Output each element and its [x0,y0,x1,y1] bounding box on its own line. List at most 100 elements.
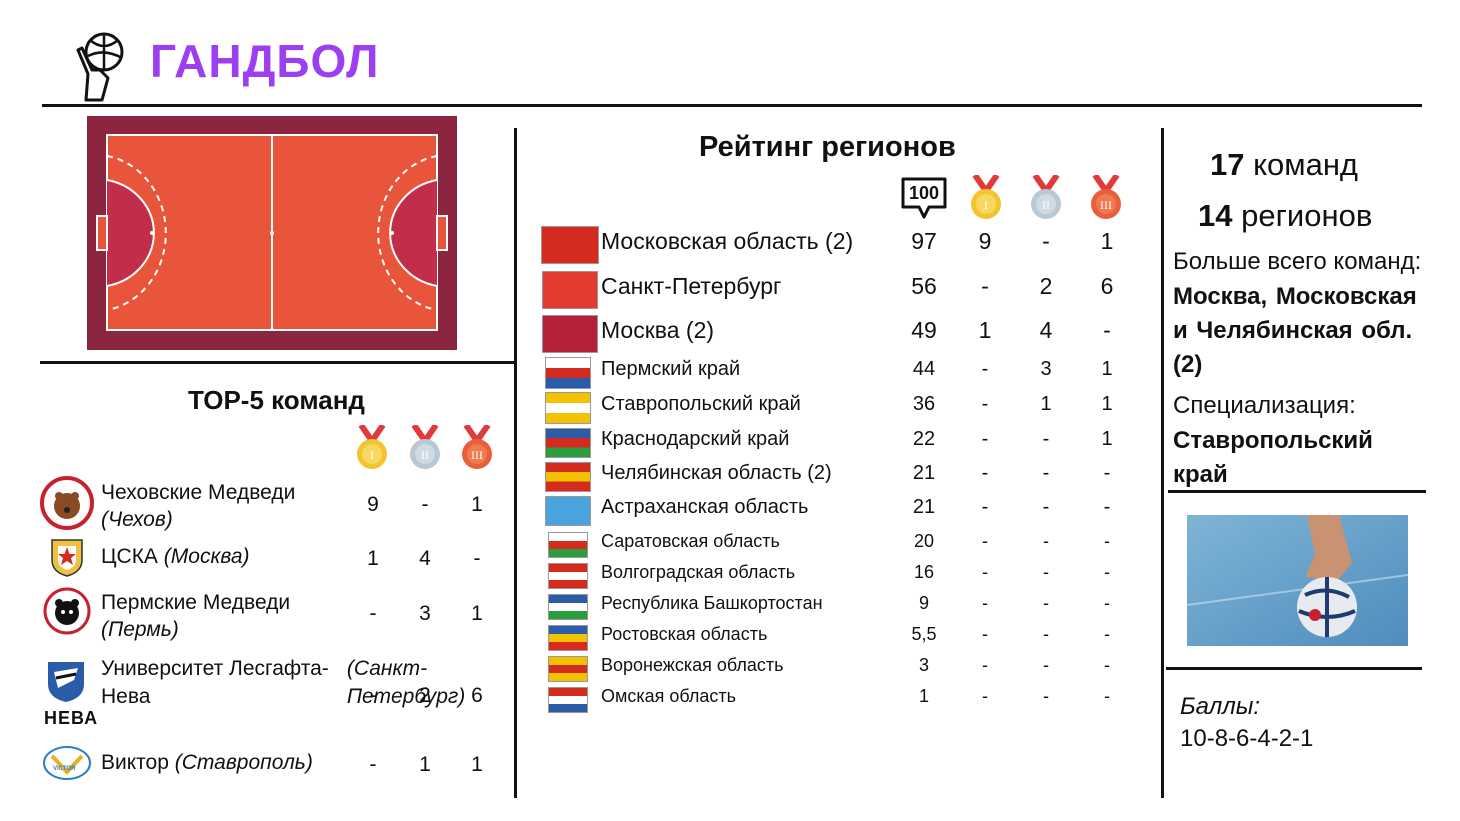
region-flag-icon [542,315,598,353]
gold-count: 1 [367,547,379,570]
region-points: 44 [912,358,936,380]
region-name: Воронежская область [601,655,784,676]
silver-count: - [1043,655,1049,676]
bronze-count: - [1103,496,1111,518]
svg-text:I: I [370,448,374,462]
bronze-count: 1 [471,493,483,516]
silver-count: 1 [1040,393,1052,415]
top5-title: ТОР-5 команд [188,385,365,415]
neva-logo: НЕВА [44,658,97,728]
team-name: ЦСКА [101,545,158,568]
svg-text:III: III [471,448,483,462]
team-name: Университет Лесгафта-Нева [101,657,329,708]
most-teams-label: Больше всего команд: [1173,248,1422,275]
gold-count: - [981,273,989,300]
bronze-count: 1 [1101,393,1113,415]
svg-text:II: II [421,448,429,462]
silver-count: 2 [419,684,431,707]
gold-count: - [982,593,988,614]
region-name: Краснодарский край [601,428,790,450]
silver-count: 3 [419,602,431,625]
chekhov-bears-logo [40,476,94,530]
region-points: 22 [912,428,936,450]
gold-medal-icon: I [357,425,387,469]
region-points: 5,5 [911,624,937,645]
gold-count: - [982,531,988,552]
bronze-count: - [1104,593,1110,614]
regions-label: регионов [1241,198,1373,233]
specialization-label: Специализация: [1173,392,1356,419]
bronze-count: 6 [1100,273,1114,300]
teams-label: команд [1253,147,1359,182]
region-flag-icon [542,271,598,309]
top5-divider [40,361,515,364]
team-name: Виктор [101,751,169,774]
region-name: Ростовская область [601,624,768,645]
bronze-count: 1 [471,602,483,625]
bronze-count: - [473,547,481,570]
silver-count: - [1043,624,1049,645]
region-points: 36 [912,393,936,415]
gold-count: 9 [978,228,992,255]
region-flag-icon [548,563,588,589]
gold-count: - [982,686,988,707]
region-points: 21 [912,462,936,484]
region-name: Санкт-Петербург [601,273,782,300]
gold-count: - [369,602,377,625]
team-city: (Санкт-Петербург) [346,657,466,708]
gold-count: - [981,393,989,415]
silver-count: - [1042,462,1050,484]
silver-count: - [1043,593,1049,614]
gold-count: - [981,358,989,380]
region-flag-icon [548,532,588,558]
gold-count: - [981,428,989,450]
region-name: Омская область [601,686,737,707]
team-city: (Чехов) [101,508,173,531]
gold-count: 1 [978,317,992,344]
region-flag-icon [548,594,588,620]
score-badge: 100 [899,175,949,221]
handball-photo [1186,515,1409,646]
gold-count: - [982,624,988,645]
region-points: 3 [918,655,929,676]
teams-count: 17 [1210,147,1245,182]
neva-logo-text: НЕВА [44,708,99,728]
bronze-count: 1 [1101,358,1113,380]
region-points: 20 [913,531,935,552]
region-points: 16 [913,562,935,583]
region-points: 49 [911,317,937,344]
region-name: Москва (2) [601,317,715,344]
victor-logo: VICTOR [42,744,92,782]
bronze-count: - [1103,462,1111,484]
gold-medal-icon: I [971,175,1001,219]
silver-count: 2 [1039,273,1053,300]
gold-count: 9 [367,493,379,516]
region-flag-icon [548,687,588,713]
column-divider-left [514,128,517,798]
region-name: Республика Башкортостан [601,593,823,614]
region-flag-icon [548,656,588,682]
region-points: 21 [912,496,936,518]
region-flag-icon [545,392,591,424]
score-badge-label: 100 [908,183,940,203]
column-divider-right [1161,128,1164,798]
silver-count: - [421,493,429,516]
gold-count: - [981,462,989,484]
regions-count: 14 [1198,198,1233,233]
bronze-count: - [1104,624,1110,645]
region-flag-icon [545,496,591,526]
team-name: Чеховские Медведи [101,481,296,504]
gold-count: - [982,562,988,583]
region-points: 97 [911,228,937,255]
cska-logo [48,536,86,578]
region-flag-icon [545,428,591,458]
gold-count: - [982,655,988,676]
bronze-count: 6 [471,684,483,707]
silver-count: - [1043,562,1049,583]
summary-divider [1168,490,1426,493]
bronze-count: - [1104,655,1110,676]
team-city: (Пермь) [101,618,179,641]
points-label: Баллы: [1180,693,1261,720]
silver-count: - [1042,496,1050,518]
region-name: Московская область (2) [601,228,854,255]
